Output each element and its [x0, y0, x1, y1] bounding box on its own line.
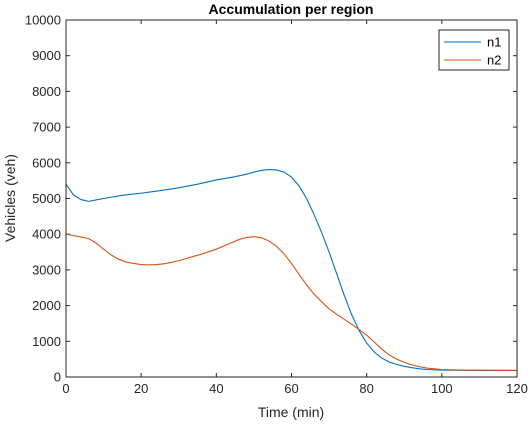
x-tick-label: 80 [359, 381, 373, 396]
x-tick-label: 0 [62, 381, 69, 396]
x-tick-label: 40 [209, 381, 223, 396]
y-tick-label: 6000 [32, 155, 61, 170]
x-tick-label: 120 [506, 381, 528, 396]
y-tick-label: 4000 [32, 227, 61, 242]
y-tick-label: 10000 [25, 13, 61, 28]
series-line-n2 [65, 233, 518, 371]
y-tick-label: 7000 [32, 120, 61, 135]
axis-ticks: 0 20 40 60 80 100 120 0 1000 2000 3000 4000 5000 6000… [25, 13, 528, 397]
x-tick-label: 20 [134, 381, 148, 396]
y-tick-label: 1000 [32, 334, 61, 349]
chart-title: Accumulation per region [209, 1, 374, 17]
legend-label-n1: n1 [487, 35, 501, 50]
legend-label-n2: n2 [487, 53, 501, 68]
y-tick-label: 8000 [32, 84, 61, 99]
x-axis-label: Time (min) [258, 404, 324, 420]
axes-frame [65, 19, 518, 378]
series-lines [65, 169, 518, 372]
y-tick-label: 9000 [32, 48, 61, 63]
y-tick-label: 3000 [32, 262, 61, 277]
series-line-n1 [65, 169, 518, 372]
y-tick-label: 2000 [32, 298, 61, 313]
x-tick-label: 100 [431, 381, 453, 396]
x-tick-label: 60 [284, 381, 298, 396]
y-tick-label: 5000 [32, 191, 61, 206]
y-axis-label: Vehicles (veh) [2, 154, 18, 242]
y-tick-label: 0 [54, 370, 61, 385]
legend-box [438, 29, 510, 71]
